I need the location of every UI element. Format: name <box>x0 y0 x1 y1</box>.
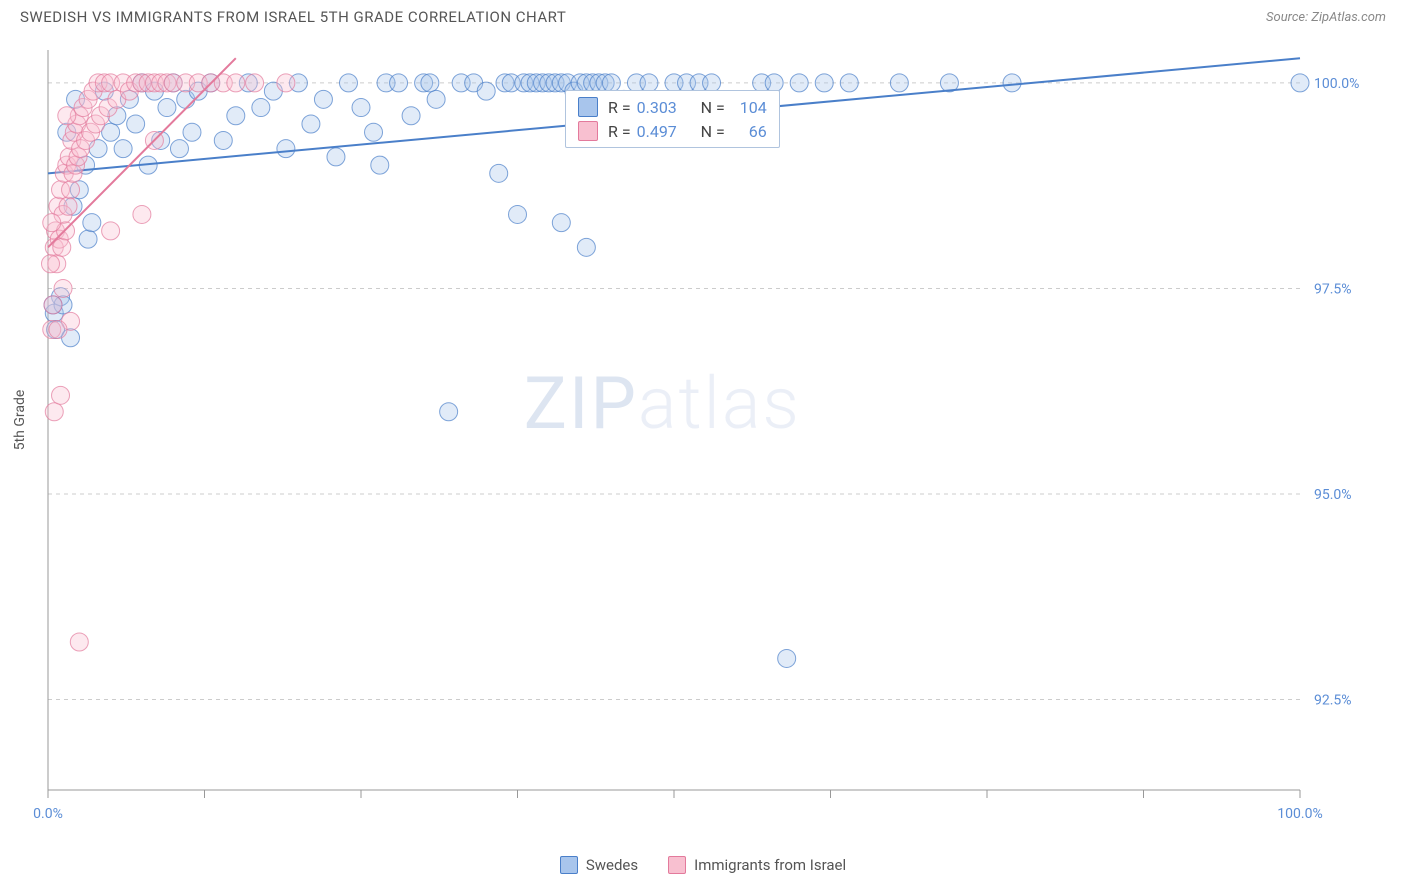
scatter-point <box>890 74 908 92</box>
legend-swatch <box>668 856 686 874</box>
scatter-point <box>252 99 270 117</box>
svg-text:100.0%: 100.0% <box>1277 806 1322 822</box>
scatter-point <box>183 123 201 141</box>
scatter-point <box>62 181 80 199</box>
scatter-point <box>43 214 61 232</box>
scatter-point <box>127 115 145 133</box>
legend-swatch <box>578 97 598 117</box>
scatter-point <box>440 403 458 421</box>
chart-source: Source: ZipAtlas.com <box>1266 10 1386 25</box>
scatter-point <box>59 197 77 215</box>
scatter-point <box>102 222 120 240</box>
scatter-point <box>158 99 176 117</box>
scatter-point <box>314 90 332 108</box>
scatter-point <box>52 386 70 404</box>
scatter-point <box>54 279 72 297</box>
scatter-point <box>815 74 833 92</box>
legend-swatch <box>578 121 598 141</box>
scatter-point <box>552 214 570 232</box>
scatter-point <box>421 74 439 92</box>
scatter-point <box>427 90 445 108</box>
scatter-point <box>58 107 76 125</box>
correlation-chart: 92.5% 95.0% 97.5% 100.0% 0.0% 100.0% 5th Grade <box>0 30 1406 850</box>
scatter-point <box>390 74 408 92</box>
scatter-point <box>352 99 370 117</box>
svg-text:92.5%: 92.5% <box>1314 693 1352 709</box>
scatter-point <box>45 403 63 421</box>
scatter-point <box>840 74 858 92</box>
scatter-point <box>214 131 232 149</box>
scatter-point <box>1291 74 1309 92</box>
scatter-point <box>302 115 320 133</box>
scatter-point <box>402 107 420 125</box>
scatter-point <box>114 140 132 158</box>
scatter-point <box>327 148 345 166</box>
scatter-point <box>339 74 357 92</box>
scatter-point <box>1003 74 1021 92</box>
scatter-point <box>490 164 508 182</box>
series-legend-label: Swedes <box>586 856 638 874</box>
scatter-point <box>227 107 245 125</box>
stats-legend-row: R =0.303N =104 <box>566 95 779 119</box>
svg-text:100.0%: 100.0% <box>1314 76 1359 92</box>
scatter-point <box>277 140 295 158</box>
series-legend: Swedes Immigrants from Israel <box>0 850 1406 874</box>
svg-text:0.0%: 0.0% <box>33 806 63 822</box>
scatter-point <box>44 296 62 314</box>
scatter-point <box>227 74 245 92</box>
series-legend-label: Immigrants from Israel <box>694 856 846 874</box>
svg-text:95.0%: 95.0% <box>1314 487 1352 503</box>
chart-header: SWEDISH VS IMMIGRANTS FROM ISRAEL 5TH GR… <box>0 0 1406 30</box>
stats-legend: R =0.303N =104 R =0.497N =66 <box>565 90 780 148</box>
svg-text:5th Grade: 5th Grade <box>12 390 28 451</box>
scatter-point <box>70 633 88 651</box>
scatter-point <box>790 74 808 92</box>
scatter-point <box>577 238 595 256</box>
legend-swatch <box>560 856 578 874</box>
scatter-point <box>509 205 527 223</box>
series-legend-item: Immigrants from Israel <box>668 856 846 874</box>
chart-title: SWEDISH VS IMMIGRANTS FROM ISRAEL 5TH GR… <box>20 8 566 26</box>
scatter-point <box>42 255 60 273</box>
scatter-point <box>371 156 389 174</box>
scatter-point <box>246 74 264 92</box>
scatter-point <box>79 230 97 248</box>
stats-legend-row: R =0.497N =66 <box>566 119 779 143</box>
scatter-point <box>477 82 495 100</box>
scatter-point <box>170 140 188 158</box>
svg-text:97.5%: 97.5% <box>1314 281 1352 297</box>
series-legend-item: Swedes <box>560 856 638 874</box>
legend-text: R =0.303N =104 <box>608 98 767 117</box>
legend-text: R =0.497N =66 <box>608 122 767 141</box>
scatter-point <box>49 321 67 339</box>
scatter-point <box>83 214 101 232</box>
chart-container: 92.5% 95.0% 97.5% 100.0% 0.0% 100.0% 5th Grade… <box>0 30 1406 850</box>
scatter-point <box>133 205 151 223</box>
scatter-point <box>365 123 383 141</box>
scatter-point <box>277 74 295 92</box>
scatter-point <box>778 649 796 667</box>
